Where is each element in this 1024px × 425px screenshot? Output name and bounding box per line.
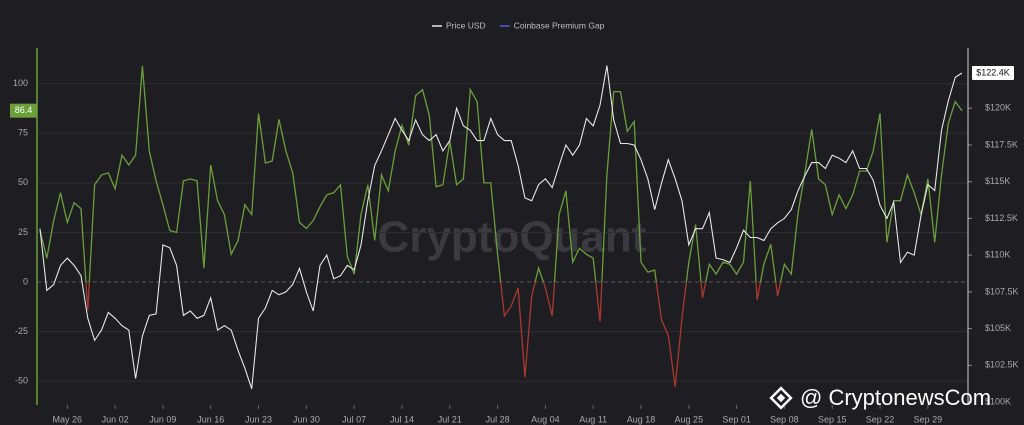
y2-tick-label: $110K [985,250,1010,260]
x-tick-label: Aug 11 [579,414,607,424]
x-tick-label: Jul 28 [486,414,510,424]
y-tick-label: 0 [23,276,28,286]
y2-tick-label: $112.5K [985,213,1018,223]
y2-tick-label: $100K [985,396,1011,406]
x-tick-label: Sep 08 [770,414,799,424]
x-tick-label: Jun 16 [197,414,224,424]
x-tick-label: Jul 21 [438,414,462,424]
legend-label: Price USD [446,20,486,30]
x-tick-label: Jun 30 [293,414,320,424]
y2-tick-label: $117.5K [985,139,1018,149]
x-tick-label: Jul 07 [342,414,366,424]
x-tick-label: Jul 14 [390,414,414,424]
gap-line-positive [39,65,963,283]
y2-tick-label: $115K [985,176,1010,186]
x-tick-label: Aug 04 [531,414,560,424]
y-tick-label: 25 [18,227,28,237]
y2-tick-label: $105K [985,323,1011,333]
x-tick-label: Jun 23 [245,414,272,424]
x-tick-label: Sep 29 [914,414,943,424]
gap-line-negative [85,282,782,388]
y2-tick-label: $120K [985,103,1011,113]
x-tick-label: Jun 02 [102,414,129,424]
price-tag [972,65,1014,80]
watermark: @ CryptonewsCom [800,385,991,410]
logo-icon [769,386,793,410]
x-tick-label: Jun 09 [149,414,176,424]
plot-area: -50 -25 0 25 50 75 100 $100K $102.5K $105K $107.5K… [10,20,1019,424]
y-tick-label: 50 [18,177,28,187]
watermark: CryptoQuant [378,213,647,262]
y2-tick-label: $107.5K [985,286,1019,296]
y-tick-label: -50 [15,376,28,386]
x-tick-label: Sep 22 [866,414,895,424]
y2-tick-label: $102.5K [985,360,1019,370]
x-tick-label: Aug 25 [675,414,704,424]
y-tick-label: 75 [18,128,28,138]
x-tick-label: May 26 [53,414,83,424]
legend-label: Coinbase Premium Gap [514,20,605,30]
y-tick-label: -25 [15,326,28,336]
x-tick-label: Sep 15 [818,414,847,424]
x-tick-label: Sep 01 [722,414,751,424]
gap-tag [10,103,37,118]
price-tag-label: $122.4K [976,67,1010,77]
price-line [39,65,963,389]
logo-icon [776,393,786,403]
brand-logo [769,386,793,410]
gap-tag-label: 86.4 [15,105,33,115]
y-tick-label: 100 [13,78,28,88]
x-tick-label: Aug 18 [627,414,656,424]
